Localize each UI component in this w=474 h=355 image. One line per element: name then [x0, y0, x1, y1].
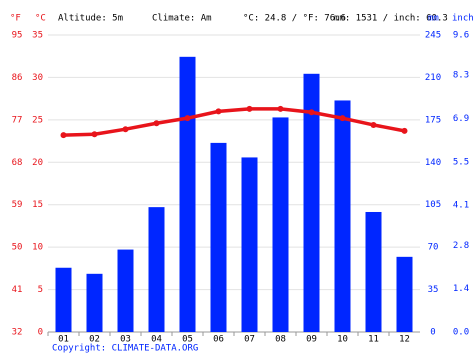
precip-bar: [272, 117, 289, 333]
x-tick-label: 09: [306, 335, 317, 345]
precip-bar: [303, 73, 320, 332]
mm-tick-label: 0: [430, 328, 435, 338]
temp-point: [122, 126, 129, 133]
temp-avg: °C: 24.8 / °F: 76.6: [243, 14, 346, 24]
inch-tick-label: 1.4: [453, 284, 469, 294]
temp-point: [60, 132, 67, 139]
precip-bar: [365, 211, 382, 332]
mm-tick-label: 210: [425, 73, 441, 83]
f-tick-label: 59: [12, 200, 23, 210]
c-tick-label: 35: [32, 31, 43, 41]
x-tick-label: 12: [399, 335, 410, 345]
x-tick-label: 03: [120, 335, 131, 345]
x-tick-label: 02: [89, 335, 100, 345]
f-tick-label: 95: [12, 31, 23, 41]
f-tick-label: 41: [12, 285, 23, 295]
f-tick-label: 68: [12, 158, 23, 168]
precip-bar: [86, 273, 103, 332]
temp-point: [153, 120, 160, 127]
c-tick-label: 25: [32, 115, 43, 125]
inch-tick-label: 6.9: [453, 114, 469, 124]
precip-bar: [55, 267, 72, 332]
precip-bar: [117, 249, 134, 332]
c-tick-label: 5: [38, 285, 43, 295]
mm-tick-label: 35: [428, 285, 439, 295]
copyright: Copyright: CLIMATE-DATA.ORG: [52, 344, 198, 354]
temp-point: [308, 109, 315, 116]
mm-tick-label: 105: [425, 200, 441, 210]
x-tick-label: 01: [58, 335, 69, 345]
x-tick-label: 05: [182, 335, 193, 345]
temp-point: [184, 115, 191, 122]
mm-tick-label: 70: [428, 243, 439, 253]
mm-tick-label: 140: [425, 158, 441, 168]
altitude: Altitude: 5m: [58, 14, 123, 24]
inch-tick-label: 8.3: [453, 71, 469, 81]
f-tick-label: 77: [12, 115, 23, 125]
x-tick-label: 04: [151, 335, 162, 345]
c-tick-label: 30: [32, 73, 43, 83]
inch-tick-label: 0.0: [453, 328, 469, 338]
climate: Climate: Am: [152, 14, 212, 24]
temp-point: [91, 131, 98, 138]
precip-bar: [241, 157, 258, 332]
inch-tick-label: 9.6: [453, 31, 469, 41]
x-tick-label: 07: [244, 335, 255, 345]
c-tick-label: 0: [38, 328, 43, 338]
precip-bar: [334, 100, 351, 332]
inch-tick-label: 5.5: [453, 157, 469, 167]
temp-point: [401, 127, 408, 134]
temp-point: [277, 105, 284, 112]
precip-bar: [396, 256, 413, 332]
f-tick-label: 50: [12, 243, 23, 253]
temp-line: [63, 107, 405, 137]
c-tick-label: 15: [32, 200, 43, 210]
x-tick-label: 08: [275, 335, 286, 345]
inch-tick-label: 2.8: [453, 241, 469, 251]
x-tick-label: 06: [213, 335, 224, 345]
rain-total: mm: 1531 / inch: 60.3: [334, 14, 448, 24]
f-tick-label: 86: [12, 73, 23, 83]
temp-point: [339, 115, 346, 122]
f-tick-label: 32: [12, 328, 23, 338]
precip-bar: [148, 207, 165, 332]
c-unit: °C: [35, 14, 46, 24]
c-tick-label: 20: [32, 158, 43, 168]
mm-tick-label: 245: [425, 31, 441, 41]
inch-tick-label: 4.1: [453, 201, 469, 211]
x-tick-label: 10: [337, 335, 348, 345]
precip-bar: [179, 56, 196, 333]
temp-point: [215, 108, 222, 115]
precip-bar: [210, 142, 227, 332]
mm-tick-label: 175: [425, 115, 441, 125]
x-tick-label: 11: [368, 335, 379, 345]
inch-unit: inch: [452, 14, 474, 24]
mm-unit: mm: [428, 14, 439, 24]
c-tick-label: 10: [32, 243, 43, 253]
temp-point: [370, 121, 377, 128]
f-unit: °F: [10, 14, 21, 24]
temp-point: [246, 105, 253, 112]
